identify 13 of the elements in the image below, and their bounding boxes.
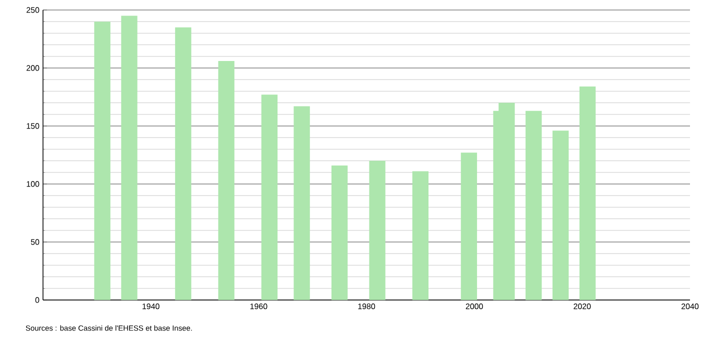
bar: [526, 110, 542, 300]
bar: [579, 86, 596, 300]
bar: [460, 152, 478, 300]
bar: [218, 61, 234, 300]
bar: [175, 27, 192, 300]
bar: [369, 160, 386, 300]
bar: [94, 22, 110, 300]
bar: [412, 171, 429, 300]
bar: [552, 130, 569, 300]
bar: [294, 106, 310, 300]
bar: [261, 94, 278, 300]
bar: [121, 16, 138, 300]
bar: [331, 165, 348, 300]
